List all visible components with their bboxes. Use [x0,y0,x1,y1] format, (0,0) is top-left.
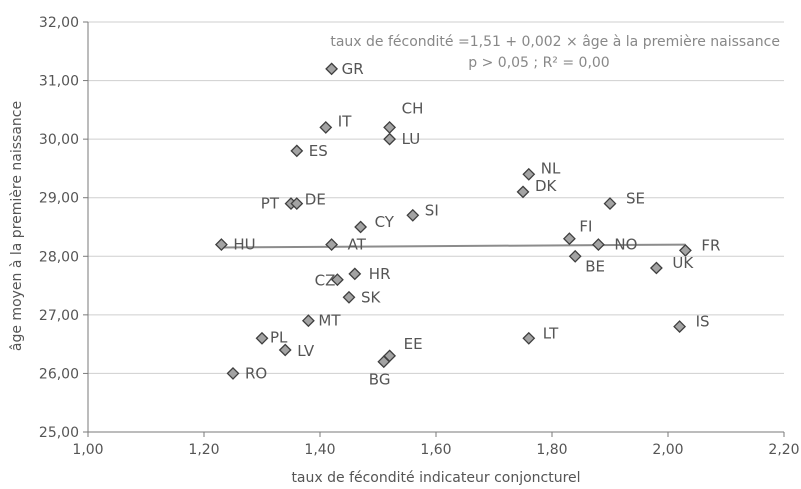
point-label-ro: RO [245,364,267,382]
tick-labels: 25,00 26,00 27,00 28,00 29,00 30,00 31,00 32,00… [39,15,800,458]
point-label-hr: HR [369,265,391,283]
point-label-no: NO [614,236,637,254]
y-tick-label: 32,00 [39,15,79,31]
data-point-it [319,121,333,134]
x-tick-label: 2,20 [768,442,799,458]
y-tick-label: 30,00 [39,132,79,148]
point-label-si: SI [425,201,439,219]
x-tick-label: 2,00 [652,442,683,458]
x-tick-label: 1,00 [72,442,103,458]
y-tick-label: 29,00 [39,191,79,207]
point-label-pl: PL [270,328,288,346]
point-label-ee: EE [404,335,423,353]
point-label-uk: UK [672,254,694,272]
regression-equation: taux de fécondité =1,51 + 0,002 × âge à … [330,34,780,50]
data-point-lv [278,343,292,357]
y-axis-title: âge moyen à la première naissance [9,101,25,351]
axes [83,21,785,437]
data-point-si [406,208,420,222]
data-point-no [591,238,605,251]
data-point-nl [522,167,536,181]
point-label-be: BE [585,257,605,275]
point-label-fr: FR [701,236,720,254]
trendline [221,243,686,249]
point-label-nl: NL [541,159,561,177]
data-point-fi [562,232,576,246]
point-label-cz: CZ [315,272,336,290]
data-point-sk [342,290,356,304]
point-label-ch: CH [402,99,424,117]
y-tick-label: 28,00 [39,249,79,265]
data-point-dk [516,185,530,199]
data-point-lt [522,331,536,345]
data-points [214,62,692,380]
point-label-fi: FI [579,218,592,236]
point-label-de: DE [305,191,326,209]
data-point-es [290,144,304,158]
data-point-lu [383,132,397,146]
grid-lines [88,21,784,374]
data-point-pl [255,331,269,345]
point-label-lt: LT [543,324,559,342]
regression-statistics: p > 0,05 ; R² = 0,00 [468,55,609,71]
data-point-at [325,238,339,251]
point-label-bg: BG [369,371,391,389]
data-point-be [568,249,582,263]
point-label-cy: CY [375,213,395,231]
point-label-sk: SK [361,288,382,306]
point-label-gr: GR [342,60,364,78]
data-point-cy [354,220,368,234]
point-label-se: SE [626,190,645,208]
point-label-it: IT [338,112,352,130]
trendline-group [221,243,686,249]
point-label-pt: PT [261,195,280,213]
y-tick-label: 26,00 [39,366,79,382]
point-label-es: ES [309,142,328,160]
data-point-hr [348,267,362,281]
data-point-se [603,197,617,210]
data-point-uk [649,261,663,275]
data-point-hu [214,238,228,251]
point-label-lv: LV [297,342,315,360]
x-tick-label: 1,20 [188,442,219,458]
data-point-de [290,197,304,210]
point-label-mt: MT [318,312,341,330]
y-tick-label: 31,00 [39,74,79,90]
x-axis-title: taux de fécondité indicateur conjoncture… [291,470,580,486]
x-tick-label: 1,60 [420,442,451,458]
x-tick-label: 1,80 [536,442,567,458]
data-point-fr [678,244,692,257]
point-label-hu: HU [233,236,255,254]
data-point-is [673,320,687,333]
point-label-dk: DK [535,177,558,195]
point-label-is: IS [696,313,710,331]
data-point-gr [325,62,339,76]
data-point-bg [377,355,391,369]
point-label-at: AT [348,236,367,254]
data-point-ch [383,121,397,134]
data-point-cz [330,273,344,287]
y-tick-label: 27,00 [39,308,79,324]
y-tick-label: 25,00 [39,425,79,441]
data-point-mt [301,314,315,328]
point-label-lu: LU [402,130,421,148]
x-tick-label: 1,40 [304,442,335,458]
data-point-ro [226,367,240,380]
